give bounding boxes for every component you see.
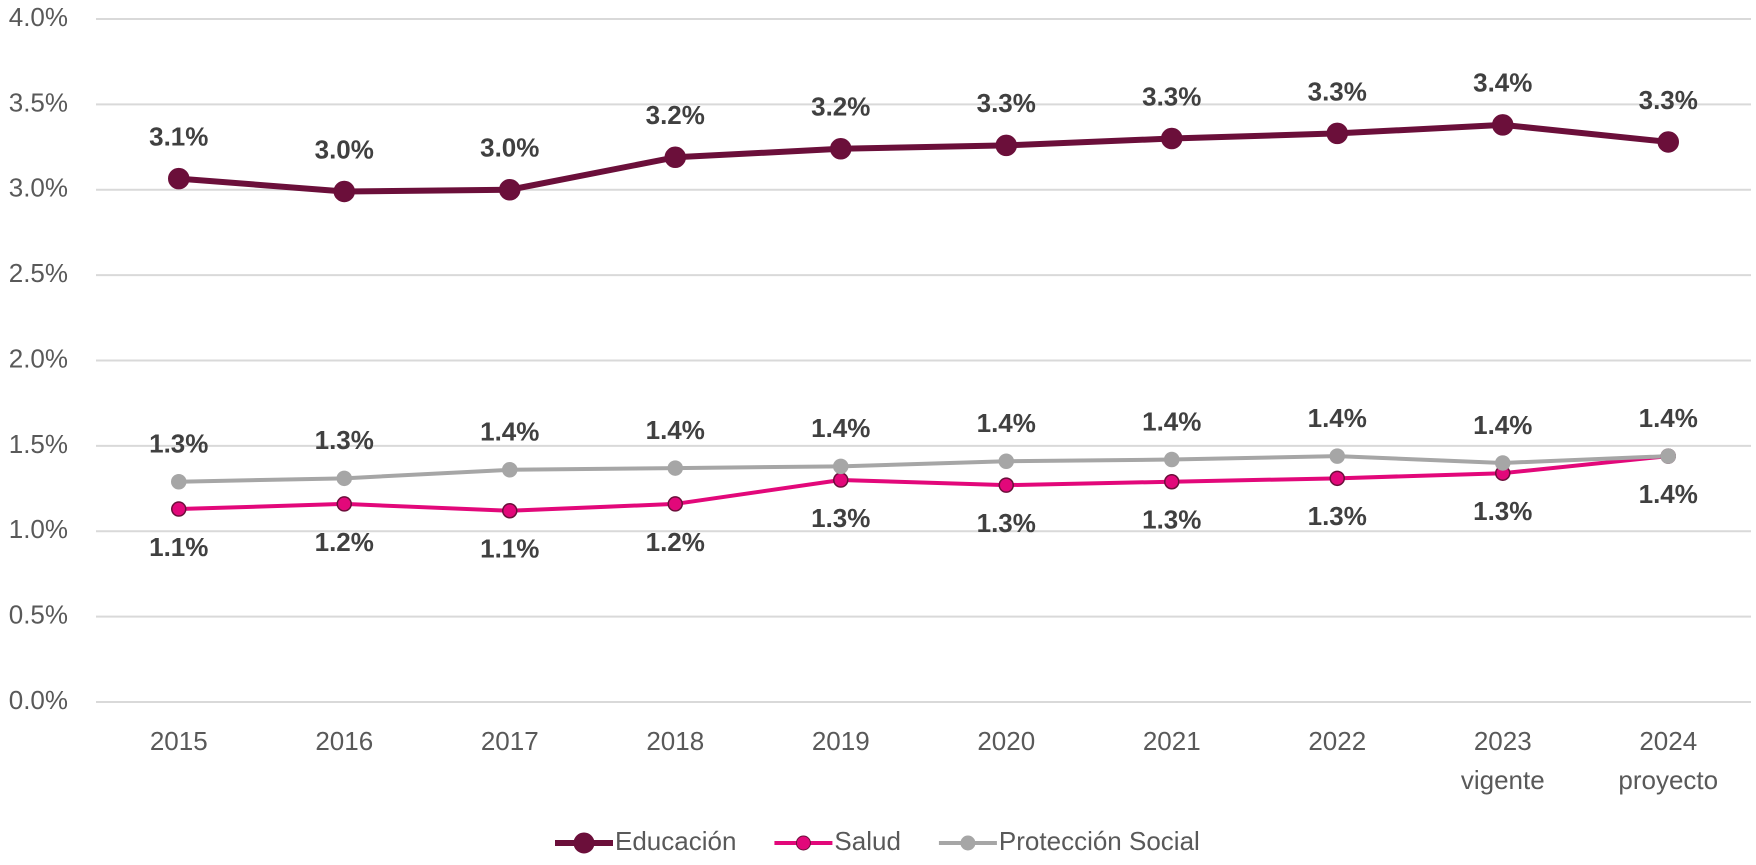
data-point: [833, 472, 849, 488]
y-tick-label: 4.0%: [9, 2, 68, 32]
data-label: 1.4%: [646, 415, 705, 445]
data-label: 1.1%: [480, 534, 539, 564]
data-label: 1.3%: [1473, 496, 1532, 526]
data-label: 3.4%: [1473, 68, 1532, 98]
data-point: [1657, 131, 1679, 153]
data-point: [333, 180, 355, 203]
data-label: 1.3%: [149, 429, 208, 459]
data-label: 3.3%: [1639, 85, 1698, 115]
data-label: 1.4%: [1473, 410, 1532, 440]
data-label: 1.4%: [1639, 403, 1698, 433]
y-tick-label: 0.5%: [9, 600, 68, 630]
series-line: [178, 454, 1669, 513]
x-tick-label: 2021: [1143, 726, 1201, 756]
legend-marker: [573, 832, 595, 854]
data-label: 1.3%: [811, 503, 870, 533]
series-line: [178, 121, 1669, 195]
data-point: [664, 146, 686, 169]
data-point: [1495, 455, 1511, 471]
data-point: [998, 453, 1014, 469]
data-label: 1.4%: [811, 413, 870, 443]
data-label: 1.3%: [977, 508, 1036, 538]
y-tick-label: 0.0%: [9, 685, 68, 715]
data-label: 1.2%: [315, 527, 374, 557]
data-label: 3.3%: [977, 88, 1036, 118]
data-label: 3.0%: [315, 134, 374, 164]
data-label: 1.4%: [480, 417, 539, 447]
data-label: 3.2%: [646, 100, 705, 130]
x-tick-label: 2023 vigente: [1461, 726, 1545, 795]
y-tick-label: 3.5%: [9, 87, 68, 117]
data-point: [1164, 473, 1180, 490]
data-label: 1.3%: [1142, 505, 1201, 535]
data-point: [830, 138, 852, 160]
data-point: [336, 470, 352, 487]
legend-marker: [960, 835, 976, 851]
x-tick-label: 2024 proyecto: [1618, 726, 1718, 795]
legend-label: Educación: [615, 826, 736, 856]
x-tick-label: 2020: [977, 726, 1035, 756]
data-label: 1.1%: [149, 532, 208, 562]
data-label: 1.3%: [315, 425, 374, 455]
data-label: 1.3%: [1308, 501, 1367, 531]
data-point: [1660, 448, 1676, 464]
data-point: [502, 503, 518, 519]
data-label: 3.1%: [149, 122, 208, 152]
data-point: [1326, 122, 1348, 145]
data-point: [171, 501, 187, 517]
data-point: [995, 134, 1017, 157]
data-label: 3.2%: [811, 92, 870, 122]
x-tick-label: 2022: [1308, 726, 1366, 756]
data-label: 1.4%: [977, 408, 1036, 438]
data-point: [336, 496, 352, 512]
legend-label: Salud: [834, 826, 901, 856]
data-point: [499, 179, 521, 201]
data-point: [171, 473, 187, 490]
data-point: [667, 496, 683, 512]
y-tick-label: 3.0%: [9, 173, 68, 203]
x-tick-label: 2016: [315, 726, 373, 756]
data-point: [1492, 114, 1514, 136]
data-point: [168, 167, 190, 190]
x-tick-label: 2019: [812, 726, 870, 756]
legend-marker: [795, 835, 811, 851]
data-point: [667, 460, 683, 476]
data-label: 1.4%: [1308, 403, 1367, 433]
data-point: [1329, 448, 1345, 464]
y-tick-label: 1.5%: [9, 429, 68, 459]
y-tick-label: 2.0%: [9, 343, 68, 373]
series-line: [178, 454, 1669, 484]
data-point: [1164, 451, 1180, 468]
data-label: 3.0%: [480, 133, 539, 163]
y-tick-label: 2.5%: [9, 258, 68, 288]
data-label: 3.3%: [1308, 76, 1367, 106]
legend-label: Protección Social: [999, 826, 1200, 856]
data-label: 1.4%: [1639, 479, 1698, 509]
data-point: [833, 458, 849, 475]
data-point: [1329, 470, 1345, 487]
y-tick-label: 1.0%: [9, 514, 68, 544]
x-tick-label: 2018: [646, 726, 704, 756]
data-label: 3.3%: [1142, 81, 1201, 111]
data-point: [502, 462, 518, 478]
data-point: [998, 477, 1014, 493]
data-label: 1.2%: [646, 527, 705, 557]
x-tick-label: 2017: [481, 726, 539, 756]
data-label: 1.4%: [1142, 406, 1201, 436]
data-point: [1161, 127, 1183, 150]
x-tick-label: 2015: [150, 726, 208, 756]
legend: Educación Salud Protección Social: [555, 826, 1200, 856]
